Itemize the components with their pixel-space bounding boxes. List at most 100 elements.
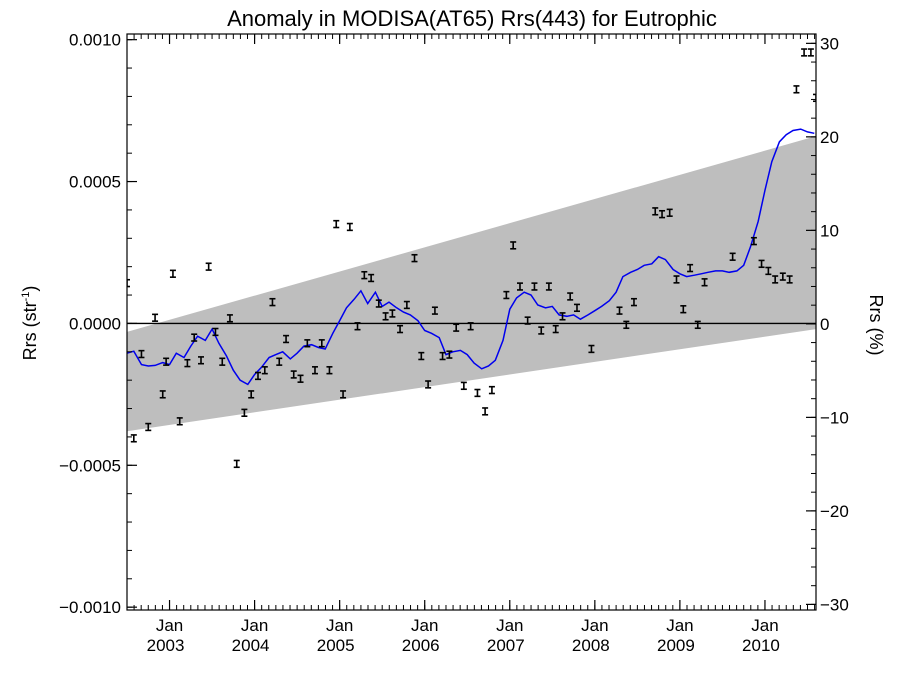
x-tick-label-year: 2004 [232,636,270,655]
data-point-5 [159,390,166,399]
y-right-tick-label: −20 [820,502,849,521]
data-point-29 [326,366,333,375]
data-point-52 [488,385,495,395]
data-point-14 [219,357,226,366]
data-point-70 [666,208,673,217]
data-point-46 [446,350,453,359]
data-point-21 [269,297,276,307]
plot-area [127,48,816,469]
data-point-55 [516,282,523,291]
data-point-63 [573,303,580,313]
x-tick-label-month: Jan [411,616,438,635]
data-point-4 [152,313,159,322]
data-point-45 [439,351,446,361]
data-point-69 [659,209,666,219]
data-point-32 [346,222,353,232]
data-point-41 [411,253,418,263]
data-point-20 [261,366,268,375]
data-point-51 [482,407,489,416]
y-right-tick-label: 20 [820,128,839,147]
data-point-62 [567,292,574,301]
data-point-71 [673,275,680,284]
x-tick-label-month: Jan [581,616,608,635]
x-tick-label-year: 2003 [147,636,185,655]
data-point-34 [361,270,368,280]
y-axis-left-title-close: ) [20,286,40,292]
y-left-tick-label: −0.0010 [59,598,121,617]
data-point-64 [588,344,595,354]
data-point-75 [701,278,708,287]
data-point-35 [368,273,375,283]
data-point-61 [559,312,566,321]
y-left-tick-label: −0.0005 [59,456,121,475]
y-right-tick-label: 0 [820,315,829,334]
y-right-tick-label: −10 [820,408,849,427]
x-tick-label-year: 2009 [657,636,695,655]
data-point-12 [205,262,212,271]
data-point-10 [191,333,198,342]
data-point-78 [758,259,765,269]
series-line-0 [127,128,815,386]
data-point-17 [241,408,248,418]
data-point-72 [680,305,687,314]
y-right-tick-label: 10 [820,221,839,240]
data-point-40 [403,300,410,310]
data-point-24 [290,370,297,379]
x-tick-label-month: Jan [326,616,353,635]
data-point-53 [503,290,510,300]
x-tick-label-year: 2005 [317,636,355,655]
data-point-43 [425,380,432,389]
y-right-tick-label: 30 [820,34,839,53]
data-point-33 [354,322,361,331]
y-axis-left-title-main: Rrs (str [20,301,40,360]
data-point-22 [276,357,283,366]
data-point-56 [524,316,531,325]
y-axis-left-title-sup: -1 [20,292,32,302]
data-point-50 [474,388,481,398]
data-point-85 [807,48,814,57]
data-point-68 [652,207,659,216]
y-axis-left-title: Rrs (str-1) [20,286,40,361]
data-point-80 [772,275,779,284]
data-point-25 [297,374,304,383]
data-point-59 [545,282,552,291]
data-point-83 [793,85,800,94]
data-point-15 [226,314,233,323]
data-point-11 [198,356,205,365]
y-right-tick-label: −30 [820,595,849,614]
data-point-44 [431,306,438,315]
data-point-79 [765,266,772,276]
x-tick-label-month: Jan [496,616,523,635]
data-point-74 [694,320,701,330]
data-point-58 [538,326,545,335]
data-point-57 [531,282,538,291]
data-point-66 [623,320,630,330]
data-point-27 [311,366,318,375]
x-tick-label-year: 2006 [402,636,440,655]
x-tick-label-year: 2008 [572,636,610,655]
data-point-47 [453,323,460,332]
data-point-65 [616,306,623,315]
data-point-2 [138,349,145,359]
data-point-26 [304,339,311,348]
data-point-6 [163,357,170,366]
data-point-77 [750,236,757,246]
x-tick-label-month: Jan [156,616,183,635]
data-point-67 [630,297,637,307]
data-point-39 [397,324,404,334]
uncertainty-band [127,136,816,432]
data-point-8 [176,417,183,426]
y-left-tick-label: 0.0010 [69,31,121,50]
data-point-86 [813,93,816,103]
x-tick-label-month: Jan [751,616,778,635]
chart-title: Anomaly in MODISA(AT65) Rrs(443) for Eut… [227,6,717,31]
data-point-13 [212,327,219,337]
y-axis-right-title: Rrs (%) [866,295,886,356]
data-point-73 [687,263,694,273]
x-tick-label-month: Jan [666,616,693,635]
data-point-7 [169,269,176,278]
data-point-31 [340,390,347,399]
data-point-82 [786,275,793,284]
